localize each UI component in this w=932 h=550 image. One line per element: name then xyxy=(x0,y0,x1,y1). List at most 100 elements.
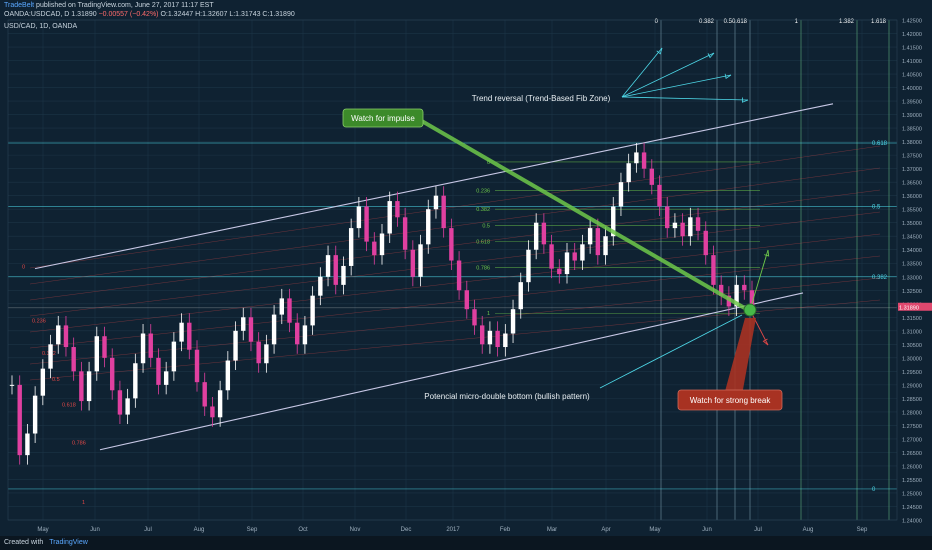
x-tick-label: Aug xyxy=(803,527,814,533)
candle xyxy=(333,245,338,295)
fib-channel-line xyxy=(29,233,881,333)
candle-body xyxy=(634,152,639,164)
candle-body xyxy=(318,276,323,296)
x-tick-label: Jun xyxy=(90,527,100,533)
candle xyxy=(140,324,146,373)
fib-time-label: 0.618 xyxy=(732,19,748,25)
candle xyxy=(433,186,439,219)
fib-mid-label: 0.618 xyxy=(476,240,490,246)
candle xyxy=(387,191,392,243)
channel-lower xyxy=(99,292,804,451)
candle-body xyxy=(433,195,439,210)
candle-body xyxy=(495,330,500,348)
candle-body xyxy=(256,341,261,364)
candle-body xyxy=(79,371,84,402)
candle xyxy=(217,380,223,427)
candle-body xyxy=(356,206,362,229)
header-ohlc: O:1.32447 H:1.32607 L:1.31743 C:1.31890 xyxy=(160,11,295,18)
fib-time-label: 1.382 xyxy=(839,19,855,25)
candle-body xyxy=(102,336,107,358)
y-tick-label: 1.32500 xyxy=(902,289,922,295)
candle xyxy=(672,213,678,238)
y-tick-label: 1.26500 xyxy=(902,451,922,457)
candle-body xyxy=(279,298,284,315)
candle-body xyxy=(110,357,115,391)
candle-body xyxy=(287,298,292,323)
candle xyxy=(503,324,508,357)
candle xyxy=(456,251,462,300)
fib-time-label: 0 xyxy=(655,19,659,25)
candle-body xyxy=(626,163,631,183)
fib-level-label: 0.5 xyxy=(872,204,881,210)
fib-level-label: 0 xyxy=(872,487,876,493)
candle xyxy=(395,191,400,227)
candle xyxy=(256,332,261,373)
y-tick-label: 1.34500 xyxy=(902,235,922,241)
y-tick-label: 1.33000 xyxy=(902,275,922,281)
author-name[interactable]: TradeBelt xyxy=(4,2,35,9)
candle-body xyxy=(487,330,493,345)
fib-mid-label: 0.236 xyxy=(476,188,490,194)
y-tick-label: 1.35000 xyxy=(902,221,922,227)
candle-body xyxy=(171,341,177,372)
candle xyxy=(480,315,485,354)
candle xyxy=(703,221,708,265)
candle-body xyxy=(711,255,716,285)
candle-body xyxy=(410,249,416,277)
candle-body xyxy=(464,290,469,310)
candle xyxy=(117,380,123,425)
candle xyxy=(495,321,500,357)
candle xyxy=(626,153,631,192)
bullish-arrow-head xyxy=(764,249,770,257)
candle xyxy=(248,307,254,352)
plot-border xyxy=(7,19,898,521)
candle-body xyxy=(25,433,30,456)
candle-body xyxy=(641,152,647,169)
fib-left-label: 0.786 xyxy=(72,440,86,446)
tradingview-logo[interactable]: TradingView xyxy=(49,539,88,546)
candle xyxy=(133,353,138,408)
y-tick-label: 1.29000 xyxy=(902,383,922,389)
candle-body xyxy=(564,252,570,275)
y-tick-label: 1.24500 xyxy=(902,505,922,511)
fib-channel-line xyxy=(29,167,881,285)
candle xyxy=(426,199,431,254)
header-change: −0.00557 (−0.42%) xyxy=(98,11,159,18)
candle xyxy=(657,175,662,216)
y-tick-label: 1.30500 xyxy=(902,343,922,349)
fib-channel-line xyxy=(29,189,881,301)
candle xyxy=(318,267,323,306)
candle xyxy=(549,234,554,279)
candle xyxy=(518,272,523,319)
fib-level-label: 0.618 xyxy=(872,141,888,147)
x-tick-label: Dec xyxy=(401,527,412,533)
y-tick-label: 1.27500 xyxy=(902,424,922,430)
candle-body xyxy=(325,255,331,277)
x-tick-label: Sep xyxy=(247,527,258,533)
candle xyxy=(110,348,115,400)
candle-body xyxy=(402,217,408,250)
x-tick-label: Aug xyxy=(194,527,205,533)
publish-header: TradeBelt published on TradingView.com, … xyxy=(4,2,214,9)
publish-info: published on TradingView.com, June 27, 2… xyxy=(36,2,214,9)
y-tick-label: 1.42000 xyxy=(902,32,922,38)
candle xyxy=(79,361,84,411)
candle-body xyxy=(17,384,22,456)
candle-body xyxy=(187,322,192,350)
candle xyxy=(742,275,747,300)
candle-body xyxy=(348,228,354,266)
candle-body xyxy=(125,398,130,415)
candle xyxy=(441,186,446,238)
candle-body xyxy=(217,390,223,418)
candle xyxy=(241,307,246,341)
candle-body xyxy=(718,284,724,296)
fib-channel-line xyxy=(29,211,881,317)
candle xyxy=(449,218,454,270)
footer-bar: Created with TradingView xyxy=(0,536,932,550)
last-price-text: 1.31890 xyxy=(899,305,919,311)
y-tick-label: 1.42500 xyxy=(902,19,922,25)
candle-body xyxy=(225,360,231,391)
y-tick-label: 1.38500 xyxy=(902,127,922,133)
